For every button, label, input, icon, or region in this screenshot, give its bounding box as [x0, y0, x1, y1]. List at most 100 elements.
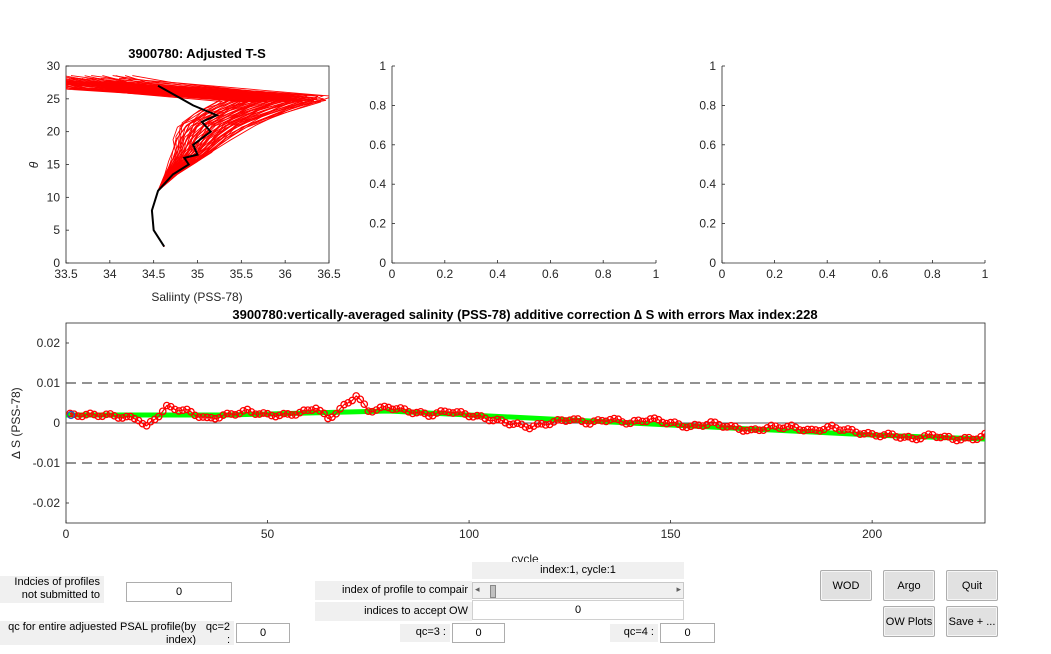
correction-point — [477, 412, 486, 420]
correction-point — [570, 415, 578, 423]
correction-point — [557, 416, 566, 424]
correction-point — [634, 416, 643, 425]
wod-button[interactable]: WOD — [820, 570, 872, 601]
accept-ow-input[interactable]: 0 — [472, 600, 684, 620]
qc4-input[interactable]: 0 — [660, 623, 715, 643]
empty1-xtick-label: 0.2 — [436, 267, 453, 281]
selected-profile-marker — [66, 410, 76, 420]
correction-point — [884, 429, 893, 438]
correction-point — [735, 425, 743, 433]
correction-title: 3900780:vertically-averaged salinity (PS… — [232, 307, 817, 322]
correction-point — [920, 432, 929, 440]
correction-point — [219, 411, 228, 419]
correction-point — [138, 419, 147, 428]
corr-xtick-label: 100 — [459, 527, 479, 541]
correction-point — [602, 417, 610, 426]
correction-point — [690, 420, 699, 429]
correction-point — [658, 418, 667, 427]
correction-point — [441, 407, 449, 416]
correction-point — [960, 433, 969, 442]
correction-point — [694, 421, 703, 430]
correction-point — [203, 413, 211, 422]
correction-point — [868, 430, 876, 438]
correction-point — [513, 419, 522, 428]
empty2-xtick-label: 0.2 — [766, 267, 783, 281]
correction-point — [836, 426, 844, 435]
correction-point — [928, 430, 937, 439]
correction-point — [94, 412, 103, 421]
correction-point — [259, 409, 268, 417]
correction-point — [803, 425, 812, 434]
correction-point — [638, 417, 647, 426]
quit-button[interactable]: Quit — [946, 570, 998, 601]
empty2-xtick-label: 0 — [719, 267, 726, 281]
slider-caption: index:1, cycle:1 — [472, 562, 684, 579]
correction-point — [574, 415, 582, 423]
not-submitted-input[interactable]: 0 — [126, 582, 232, 602]
slider-left-arrow-icon[interactable]: ◂ — [475, 584, 480, 594]
ts-xtick-label: 34 — [103, 267, 117, 281]
correction-point — [130, 414, 139, 423]
correction-point — [106, 410, 115, 418]
empty2-ytick-label: 0.4 — [699, 177, 716, 191]
correction-point — [275, 411, 284, 420]
correction-point — [739, 427, 748, 435]
correction-point — [944, 432, 953, 441]
argo-button[interactable]: Argo — [883, 570, 935, 601]
correction-point — [666, 418, 675, 427]
empty1-ytick-label: 0.4 — [369, 177, 386, 191]
qc4-label: qc=4 : — [610, 624, 658, 642]
correction-point — [912, 435, 921, 444]
qc3-input[interactable]: 0 — [452, 623, 505, 643]
profile-slider[interactable]: ◂ ▸ — [472, 582, 684, 599]
ts-xtick-label: 36.5 — [317, 267, 341, 281]
correction-point — [170, 405, 179, 414]
correction-point — [199, 413, 207, 421]
correction-point — [146, 417, 155, 426]
correction-point — [699, 422, 707, 430]
correction-point — [795, 426, 804, 434]
correction-point — [283, 410, 292, 418]
correction-point — [537, 419, 546, 428]
empty-axes-1: 0 0.2 0.4 0.6 0.8 1 0 0.2 0.4 0.6 0.8 1 — [369, 59, 659, 281]
correction-point — [191, 411, 199, 420]
qc2-input[interactable]: 0 — [236, 623, 290, 643]
correction-point — [582, 419, 590, 428]
correction-point — [78, 412, 86, 421]
correction-point — [860, 429, 868, 438]
correction-point — [630, 416, 639, 425]
correction-point — [295, 408, 304, 417]
empty1-ytick-label: 0 — [379, 256, 386, 270]
correction-point — [924, 430, 933, 439]
empty2-xtick-label: 1 — [982, 267, 989, 281]
correction-point — [154, 412, 163, 421]
correction-point — [271, 412, 280, 421]
correction-point — [618, 418, 627, 426]
correction-point — [142, 421, 151, 430]
correction-point — [247, 408, 256, 416]
correction-point — [940, 432, 949, 441]
correction-point — [183, 405, 191, 414]
correction-point — [852, 428, 860, 437]
save-button[interactable]: Save + ... — [946, 606, 998, 637]
ts-xlabel: Saliinty (PSS-78) — [151, 290, 242, 304]
correction-point — [255, 410, 264, 418]
corr-xtick-label: 200 — [862, 527, 882, 541]
slider-thumb[interactable] — [490, 585, 496, 598]
correction-point — [533, 420, 542, 428]
correction-point — [344, 398, 352, 407]
correction-point — [594, 416, 602, 424]
correction-point — [404, 407, 413, 416]
slider-right-arrow-icon[interactable]: ▸ — [676, 584, 681, 594]
correction-point — [763, 423, 772, 432]
correction-point — [465, 412, 473, 421]
empty1-xtick-label: 1 — [653, 267, 660, 281]
empty2-ytick-label: 0 — [709, 256, 716, 270]
not-submitted-label: Indcies of profiles not submitted to GDA… — [0, 576, 104, 603]
ow-plots-button[interactable]: OW Plots — [883, 606, 935, 637]
correction-point — [66, 409, 74, 418]
correction-point — [243, 405, 252, 414]
correction-point — [711, 418, 719, 427]
correction-point — [453, 408, 461, 416]
